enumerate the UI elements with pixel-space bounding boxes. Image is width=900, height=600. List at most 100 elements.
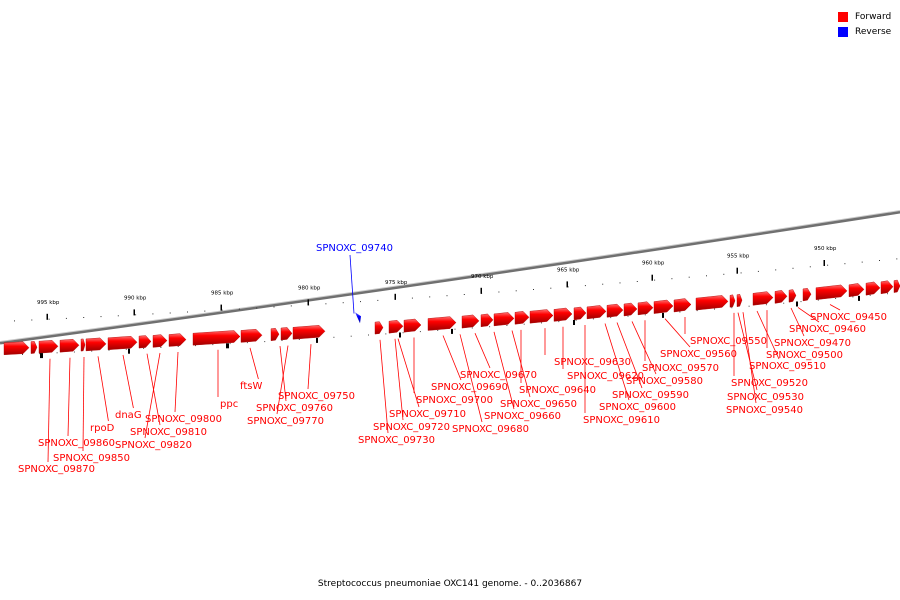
gene-arrow — [38, 340, 59, 354]
legend-reverse: Reverse — [838, 24, 891, 39]
gene-arrow — [152, 334, 168, 348]
gene-label: SPNOXC_09730 — [358, 435, 435, 446]
gene-arrow — [403, 318, 422, 333]
gene-marker — [451, 328, 453, 334]
gene-arrow — [480, 313, 494, 328]
gene-label: SPNOXC_09470 — [774, 338, 851, 349]
forward-swatch — [838, 11, 848, 22]
gene-marker — [796, 301, 798, 307]
scale-label: 965 kbp — [557, 267, 580, 273]
scale-ticks: 995 kbp 990 kbp 985 kbp 980 kbp 975 kbp 970 k… — [37, 246, 837, 320]
gene-arrow — [529, 309, 554, 324]
gene-arrow — [865, 281, 881, 296]
scale-label: 990 kbp — [124, 295, 147, 301]
gene-label: ppc — [220, 399, 238, 410]
gene-label: SPNOXC_09620 — [567, 371, 644, 382]
gene-label: SPNOXC_09510 — [749, 361, 826, 372]
gene-label: SPNOXC_09820 — [115, 440, 192, 451]
gene-label: SPNOXC_09540 — [726, 405, 803, 416]
gene-labels: SPNOXC_09870 SPNOXC_09860 SPNOXC_09850 rpoD… — [18, 243, 887, 475]
gene-arrow — [752, 291, 774, 306]
figure-caption: Streptococcus pneumoniae OXC141 genome. … — [317, 579, 583, 589]
gene-label: SPNOXC_09450 — [810, 312, 887, 323]
gene-arrow — [192, 330, 241, 346]
gene-arrow — [848, 283, 865, 298]
genome-backbone-highlight — [0, 210, 900, 342]
gene-arrow — [637, 301, 654, 316]
gene-label: SPNOXC_09460 — [789, 324, 866, 335]
scale-label: 970 kbp — [471, 274, 494, 280]
gene-arrow — [240, 328, 263, 343]
legend-reverse-label: Reverse — [855, 26, 892, 37]
gene-label: SPNOXC_09760 — [256, 403, 333, 414]
gene-arrow — [138, 335, 152, 349]
gene-arrow — [802, 287, 812, 302]
gene-arrow — [280, 327, 293, 341]
gene-label: SPNOXC_09530 — [727, 392, 804, 403]
gene-arrow-reverse — [355, 312, 361, 324]
gene-label: SPNOXC_09590 — [612, 390, 689, 401]
gene-arrow — [493, 312, 515, 327]
gene-arrow — [270, 327, 280, 341]
gene-label: SPNOXC_09860 — [38, 438, 115, 449]
gene-label: SPNOXC_09770 — [247, 416, 324, 427]
gene-label: SPNOXC_09870 — [18, 464, 95, 475]
gene-marker — [128, 348, 130, 354]
gene-arrow — [623, 302, 638, 317]
gene-label: SPNOXC_09570 — [642, 363, 719, 374]
gene-label: SPNOXC_09720 — [373, 422, 450, 433]
gene-marker — [316, 337, 318, 343]
genome-backbone — [0, 210, 900, 345]
gene-label: SPNOXC_09680 — [452, 424, 529, 435]
gene-arrow — [695, 295, 729, 311]
gene-arrow — [30, 341, 38, 354]
gene-arrow — [514, 311, 530, 325]
gene-label: ftsW — [240, 381, 262, 392]
scale-label: 955 kbp — [727, 254, 750, 260]
gene-arrow — [573, 306, 587, 321]
gene-arrow — [461, 314, 480, 329]
scale-label: 975 kbp — [385, 280, 408, 286]
scale-label: 995 kbp — [37, 300, 60, 306]
gene-label: SPNOXC_09800 — [145, 414, 222, 425]
gene-label: SPNOXC_09660 — [484, 411, 561, 422]
gene-arrow — [586, 305, 607, 320]
gene-arrow — [815, 284, 848, 300]
gene-label: SPNOXC_09650 — [500, 399, 577, 410]
gene-arrow — [553, 307, 573, 322]
gene-arrow — [893, 279, 900, 293]
gene-label: SPNOXC_09630 — [554, 357, 631, 368]
gene-arrow — [168, 333, 187, 347]
scale-label: 985 kbp — [211, 291, 234, 297]
scale-label: 950 kbp — [814, 246, 837, 252]
gene-arrow — [673, 298, 692, 313]
gene-label: SPNOXC_09500 — [766, 350, 843, 361]
gene-label: SPNOXC_09710 — [389, 409, 466, 420]
gene-marker — [40, 353, 43, 359]
gene-label: SPNOXC_09640 — [519, 385, 596, 396]
gene-arrow — [880, 280, 894, 295]
gene-label: SPNOXC_09670 — [460, 370, 537, 381]
gene-arrow — [427, 316, 457, 331]
gene-label: rpoD — [90, 423, 115, 434]
gene-label: SPNOXC_09600 — [599, 402, 676, 413]
gene-label: SPNOXC_09610 — [583, 415, 660, 426]
gene-label: SPNOXC_09560 — [660, 349, 737, 360]
gene-arrow — [653, 299, 674, 314]
gene-label: SPNOXC_09580 — [626, 376, 703, 387]
gene-marker — [662, 312, 664, 318]
gene-label: dnaG — [115, 410, 142, 421]
gene-marker — [858, 295, 860, 301]
gene-arrow — [85, 337, 107, 352]
gene-label: SPNOXC_09690 — [431, 382, 508, 393]
gene-arrow — [292, 325, 326, 340]
legend-forward: Forward — [838, 9, 891, 24]
gene-arrow — [606, 303, 624, 318]
gene-marker — [573, 320, 575, 325]
scale-label: 960 kbp — [642, 261, 665, 267]
gene-arrow — [80, 338, 86, 352]
gene-arrow — [736, 293, 743, 307]
gene-arrow — [59, 338, 80, 353]
gene-arrow — [107, 335, 138, 351]
